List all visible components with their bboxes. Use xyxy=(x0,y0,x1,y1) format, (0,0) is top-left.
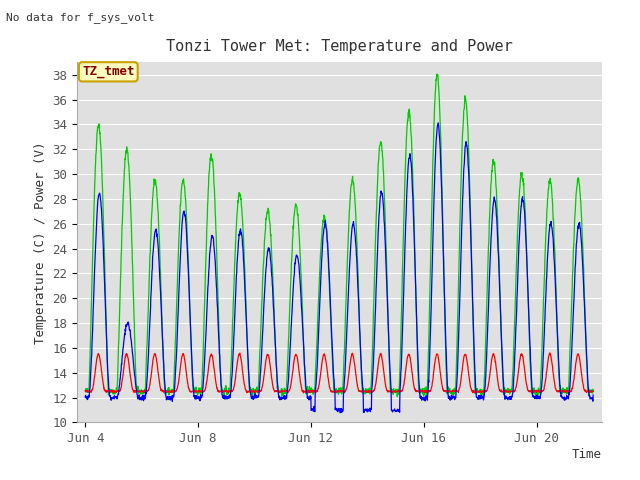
Panel T xyxy=(520,182,527,188)
Legend: Panel T, Battery V, Air T: Panel T, Battery V, Air T xyxy=(184,479,495,480)
Battery V xyxy=(308,388,316,394)
Battery V xyxy=(352,368,360,374)
Battery V xyxy=(111,388,119,394)
Panel T xyxy=(534,394,541,399)
Panel T xyxy=(408,144,415,150)
Air T xyxy=(81,394,89,400)
Text: No data for f_sys_volt: No data for f_sys_volt xyxy=(6,12,155,23)
Text: TZ_tmet: TZ_tmet xyxy=(82,65,134,78)
Battery V xyxy=(470,390,478,396)
Y-axis label: Temperature (C) / Power (V): Temperature (C) / Power (V) xyxy=(33,141,47,344)
Battery V xyxy=(520,358,527,364)
Line: Battery V: Battery V xyxy=(85,353,593,393)
Panel T xyxy=(433,71,441,77)
Line: Panel T: Panel T xyxy=(85,74,593,396)
Battery V xyxy=(300,389,307,395)
Air T xyxy=(589,392,597,398)
Air T xyxy=(300,337,307,343)
Air T xyxy=(337,410,344,416)
Air T xyxy=(520,200,527,206)
Air T xyxy=(435,120,442,126)
Line: Air T: Air T xyxy=(85,123,593,413)
Panel T xyxy=(352,208,360,214)
Panel T xyxy=(300,330,307,336)
Panel T xyxy=(308,385,316,391)
Panel T xyxy=(111,389,119,395)
Text: Time: Time xyxy=(572,447,602,461)
Battery V xyxy=(81,388,89,394)
Battery V xyxy=(408,366,415,372)
Panel T xyxy=(81,387,89,393)
Air T xyxy=(352,241,360,247)
Battery V xyxy=(589,388,597,394)
Title: Tonzi Tower Met: Temperature and Power: Tonzi Tower Met: Temperature and Power xyxy=(166,39,513,54)
Air T xyxy=(408,176,416,181)
Battery V xyxy=(546,350,554,356)
Air T xyxy=(111,394,119,399)
Air T xyxy=(308,408,316,413)
Panel T xyxy=(589,387,597,393)
